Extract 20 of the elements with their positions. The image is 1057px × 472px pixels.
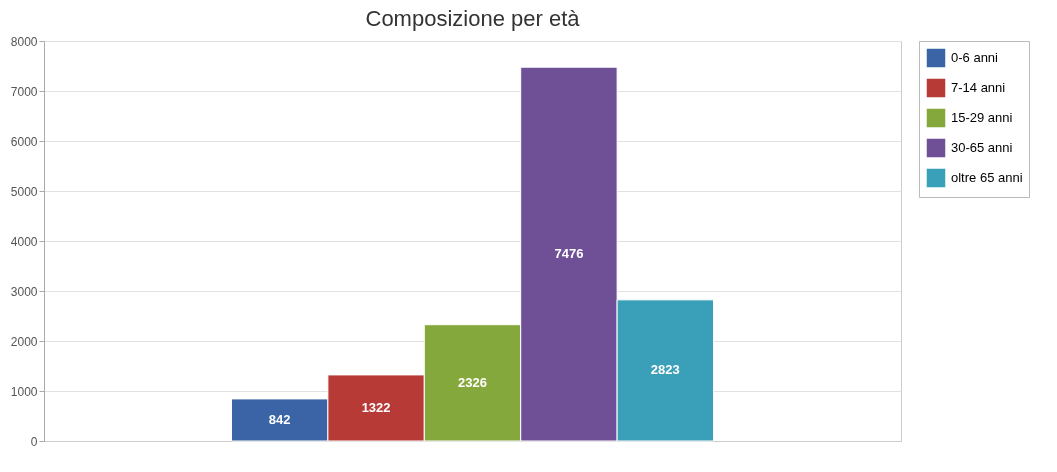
data-label: 7476 <box>554 246 584 262</box>
y-tick-label: 4000 <box>10 234 38 249</box>
legend-label: 0-6 anni <box>951 50 999 65</box>
data-label: 1322 <box>361 399 391 415</box>
data-label: 842 <box>268 411 291 427</box>
y-tick-label: 8000 <box>10 34 38 49</box>
legend-label: 15-29 anni <box>951 110 1013 125</box>
y-tick-label: 2000 <box>10 334 38 349</box>
y-tick-label: 0 <box>30 434 38 449</box>
chart-title: Composizione per età <box>365 6 581 31</box>
data-label: 2823 <box>650 362 680 378</box>
y-tick-label: 6000 <box>10 134 38 149</box>
legend-label: 7-14 anni <box>951 80 1006 95</box>
y-tick-label: 3000 <box>10 284 38 299</box>
data-label: 2326 <box>458 374 487 390</box>
y-tick-label: 5000 <box>10 184 38 199</box>
legend-label: 30-65 anni <box>951 140 1013 155</box>
y-tick-label: 7000 <box>10 84 38 99</box>
legend-label: oltre 65 anni <box>951 170 1023 185</box>
y-tick-label: 1000 <box>10 384 38 399</box>
